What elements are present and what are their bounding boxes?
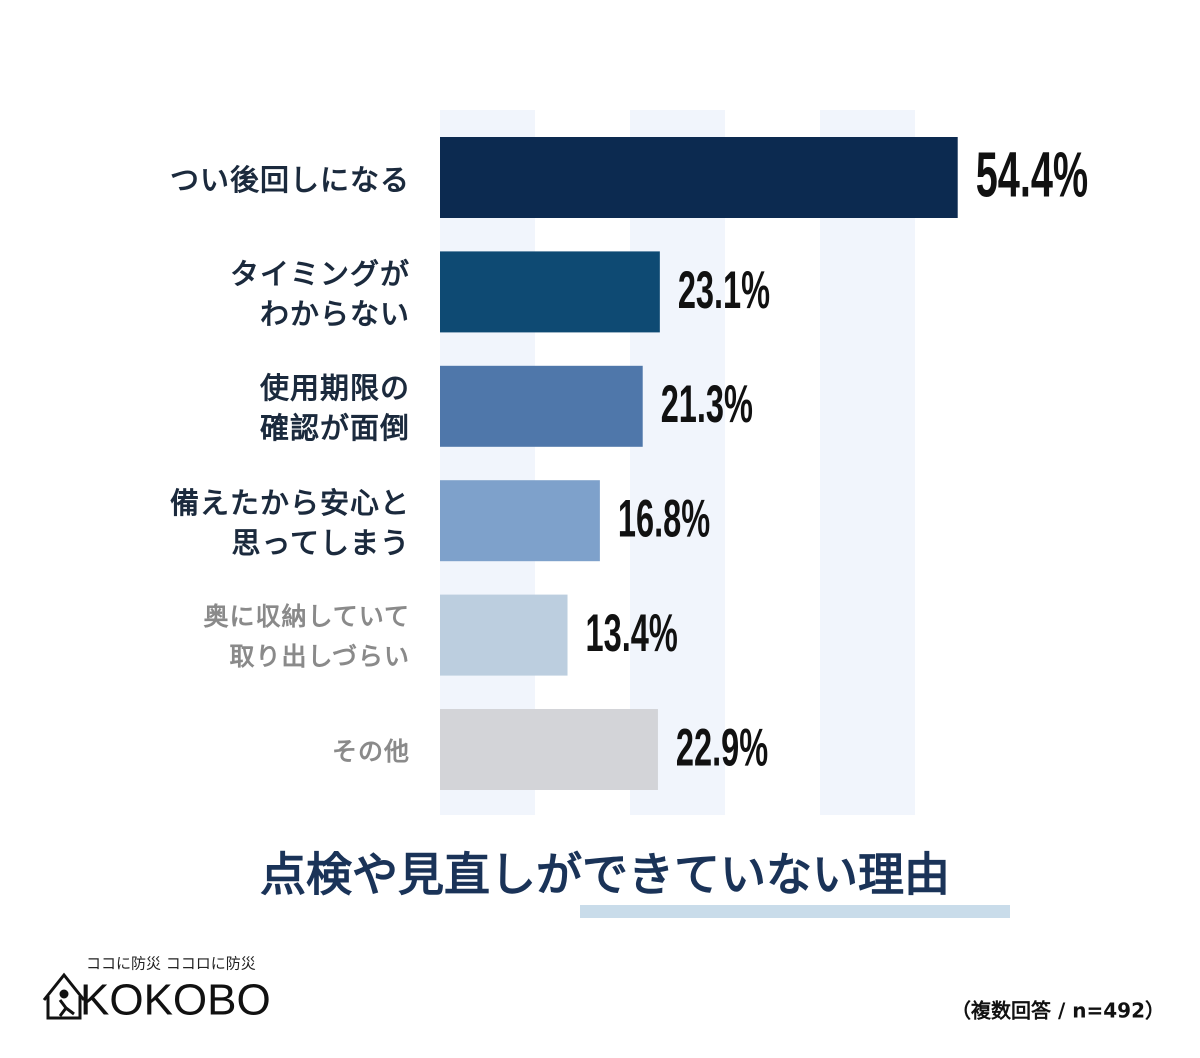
logo-icon [42, 972, 86, 1020]
value-label: 21.3% [661, 375, 753, 434]
bar [440, 594, 568, 676]
bar [440, 709, 658, 790]
value-label: 22.9% [676, 718, 768, 777]
category-label: つい後回しになる [169, 162, 410, 197]
logo-tagline: ココに防災 ココロに防災 [86, 955, 256, 973]
band-stripe [820, 110, 915, 815]
sample-note: （複数回答 / n=492） [951, 999, 1165, 1023]
logo-name: KOKOBO [80, 976, 271, 1025]
value-label: 16.8% [618, 490, 710, 549]
category-label: 備えたから安心と 思ってしまう [169, 485, 410, 560]
category-label: タイミングが わからない [229, 256, 410, 331]
value-label: 13.4% [586, 604, 678, 663]
bar [440, 137, 958, 218]
bar [440, 365, 643, 447]
category-label: 使用期限の 確認が面倒 [259, 371, 410, 446]
band-stripe [630, 110, 725, 815]
value-label: 54.4% [976, 140, 1088, 211]
chart-title: 点検や見直しができていない理由 [260, 848, 950, 902]
category-label: 奥に収納していて 取り出しづらい [203, 602, 410, 672]
category-label: その他 [331, 736, 410, 766]
band-stripe [440, 110, 535, 815]
bar [440, 480, 600, 562]
value-label: 23.1% [678, 261, 770, 320]
bar [440, 251, 660, 333]
title-underline [580, 905, 1010, 918]
